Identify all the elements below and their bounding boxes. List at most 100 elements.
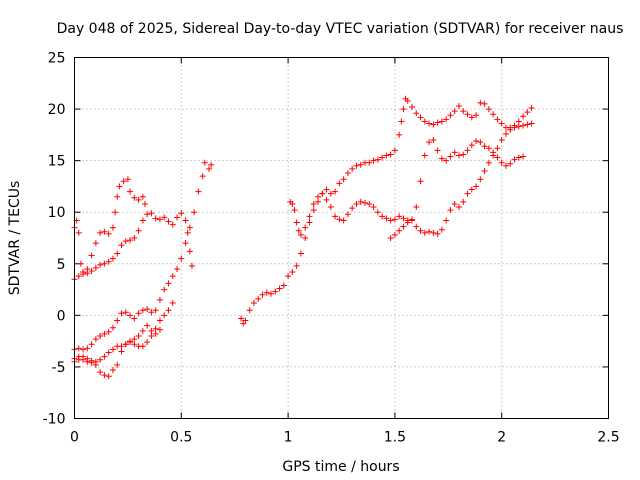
- data-point: [310, 207, 317, 214]
- data-point: [109, 255, 116, 262]
- data-point: [374, 156, 381, 163]
- data-point: [451, 108, 458, 115]
- data-point: [161, 312, 168, 319]
- data-point: [396, 131, 403, 138]
- data-point: [349, 165, 356, 172]
- data-point: [182, 240, 189, 247]
- data-point: [430, 229, 437, 236]
- data-point: [400, 223, 407, 230]
- data-point: [396, 213, 403, 220]
- data-point: [112, 209, 119, 216]
- data-point: [174, 214, 181, 221]
- data-point: [75, 229, 82, 236]
- data-point: [426, 139, 433, 146]
- data-point: [92, 264, 99, 271]
- chart-title: Day 048 of 2025, Sidereal Day-to-day VTE…: [57, 21, 624, 37]
- data-point: [498, 159, 505, 166]
- data-point: [319, 190, 326, 197]
- data-point: [430, 137, 437, 144]
- data-point: [131, 194, 138, 201]
- x-tick-label: 0.5: [170, 430, 192, 446]
- data-point: [280, 282, 287, 289]
- data-point: [511, 156, 518, 163]
- y-tick-label: -10: [43, 412, 66, 428]
- data-point: [490, 111, 497, 118]
- data-point: [460, 198, 467, 205]
- data-point: [398, 118, 405, 125]
- data-point: [520, 122, 527, 129]
- data-point: [327, 204, 334, 211]
- data-point: [139, 327, 146, 334]
- data-point: [515, 154, 522, 161]
- data-point: [383, 152, 390, 159]
- data-point: [165, 307, 172, 314]
- x-axis-label: GPS time / hours: [282, 459, 399, 475]
- data-point: [520, 113, 527, 120]
- data-point: [332, 213, 339, 220]
- data-point: [447, 112, 454, 119]
- data-point: [447, 207, 454, 214]
- data-point: [455, 204, 462, 211]
- data-point: [178, 210, 185, 217]
- data-point: [336, 180, 343, 187]
- data-point: [169, 299, 176, 306]
- data-point: [451, 149, 458, 156]
- y-axis-label: SDTVAR / TECUs: [7, 181, 23, 296]
- data-point: [263, 289, 270, 296]
- data-point: [528, 120, 535, 127]
- data-point: [80, 269, 87, 276]
- data-point: [370, 157, 377, 164]
- data-point: [101, 330, 108, 337]
- data-point: [515, 118, 522, 125]
- data-point: [101, 260, 108, 267]
- data-point: [118, 343, 125, 350]
- data-point: [498, 137, 505, 144]
- data-point: [507, 160, 514, 167]
- grid: [74, 57, 609, 419]
- data-point: [443, 116, 450, 123]
- data-point: [240, 320, 247, 327]
- data-point: [242, 317, 249, 324]
- data-point: [165, 280, 172, 287]
- data-point: [97, 261, 104, 268]
- data-point: [421, 118, 428, 125]
- data-point: [156, 296, 163, 303]
- data-point: [174, 265, 181, 272]
- data-point: [122, 309, 129, 316]
- data-point: [485, 159, 492, 166]
- data-point: [80, 353, 87, 360]
- data-point: [92, 336, 99, 343]
- data-point: [494, 154, 501, 161]
- data-point: [528, 105, 535, 112]
- data-point: [481, 100, 488, 107]
- data-point: [208, 161, 215, 168]
- data-point: [438, 226, 445, 233]
- data-point: [473, 112, 480, 119]
- data-point: [524, 121, 531, 128]
- data-point: [349, 205, 356, 212]
- data-point: [148, 332, 155, 339]
- data-point: [443, 157, 450, 164]
- data-point: [408, 104, 415, 111]
- data-point: [272, 288, 279, 295]
- data-point: [315, 198, 322, 205]
- data-point: [473, 138, 480, 145]
- data-point: [84, 265, 91, 272]
- data-point: [481, 167, 488, 174]
- plot-frame: [74, 57, 609, 419]
- data-point: [109, 324, 116, 331]
- data-point: [169, 221, 176, 228]
- data-point: [148, 309, 155, 316]
- data-point: [118, 310, 125, 317]
- y-tick-label: 0: [57, 308, 66, 324]
- data-point: [156, 216, 163, 223]
- data-point: [84, 355, 91, 362]
- data-point: [490, 152, 497, 159]
- data-point: [404, 219, 411, 226]
- y-tick-label: 25: [48, 51, 66, 67]
- data-point: [379, 154, 386, 161]
- data-point: [468, 186, 475, 193]
- data-point: [114, 317, 121, 324]
- series-track-7: [287, 137, 527, 238]
- data-point: [139, 307, 146, 314]
